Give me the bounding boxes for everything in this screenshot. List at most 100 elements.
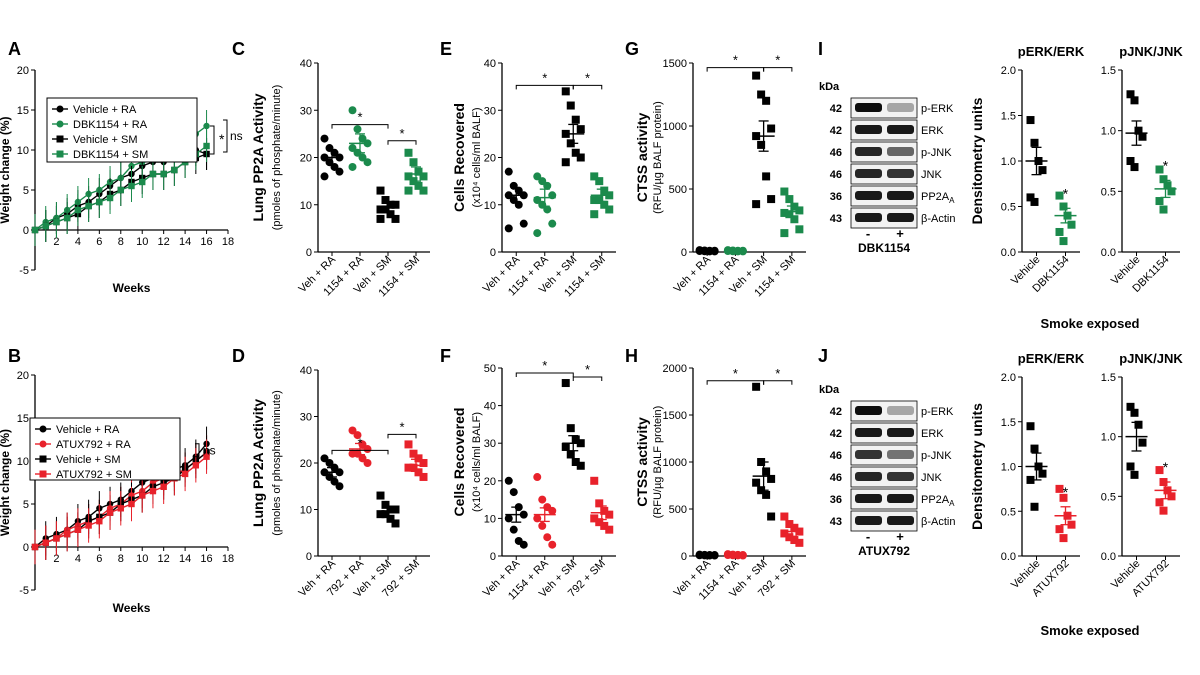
data-point (762, 490, 771, 499)
sig-star: * (733, 53, 738, 68)
x-tick-label: 2 (53, 553, 59, 565)
data-point (795, 206, 804, 215)
blot-band-vehicle (855, 213, 882, 222)
blot-band-treated (887, 494, 914, 503)
y-tick-label: 2.0 (1001, 372, 1016, 384)
data-point (780, 529, 789, 538)
y-tick-label: 500 (669, 504, 687, 516)
data-point (63, 530, 71, 538)
data-point (1138, 438, 1147, 447)
data-point (738, 551, 747, 560)
y-axis-label: (pmoles of phosphate/minute) (271, 390, 283, 536)
y-tick-label: 5 (23, 499, 29, 511)
sig-star: * (542, 70, 547, 85)
sig-star: * (1063, 484, 1069, 500)
data-point (376, 491, 385, 500)
ns-bracket (223, 119, 228, 153)
kda-label: 43 (830, 213, 842, 225)
y-tick-label: 1.0 (1101, 126, 1116, 138)
data-point (363, 158, 372, 167)
data-point (566, 450, 575, 459)
y-tick-label: 10 (484, 513, 496, 525)
data-point (1134, 420, 1143, 429)
blot-band-vehicle (855, 450, 882, 459)
data-point (1134, 126, 1143, 135)
y-tick-label: 0 (681, 551, 687, 563)
band-label: p-JNK (921, 147, 952, 159)
legend-label: Vehicle + RA (73, 104, 137, 116)
chart-title: pJNK/JNK (1119, 44, 1183, 59)
y-tick-label: 15 (17, 105, 29, 117)
data-point (320, 172, 329, 181)
x-tick-label: 10 (136, 236, 148, 248)
chart-title: pJNK/JNK (1119, 351, 1183, 366)
y-tick-label: 20 (484, 476, 496, 488)
data-point (504, 514, 513, 523)
data-point (85, 522, 92, 529)
data-point (381, 205, 390, 214)
y-tick-label: 10 (17, 145, 29, 157)
blot-band-vehicle (855, 494, 882, 503)
data-point (780, 229, 789, 238)
data-point (538, 521, 547, 530)
kda-label: 36 (830, 191, 842, 203)
data-point (1167, 187, 1176, 196)
data-point (419, 186, 428, 195)
kda-label: 42 (830, 428, 842, 440)
band-label: p-JNK (921, 450, 952, 462)
data-point (538, 495, 547, 504)
y-tick-label: 1.5 (1001, 111, 1016, 123)
data-point (795, 225, 804, 234)
data-point (785, 533, 794, 542)
x-tick-label: 12 (158, 553, 170, 565)
data-point (600, 521, 609, 530)
data-point (1026, 475, 1035, 484)
blot-band-vehicle (855, 406, 882, 415)
data-point (795, 538, 804, 547)
blot-band-treated (887, 472, 914, 481)
data-point (1155, 466, 1164, 475)
data-point (790, 536, 799, 545)
sig-star: * (733, 366, 738, 381)
data-point (504, 476, 513, 485)
data-point (160, 483, 167, 490)
data-point (780, 512, 789, 521)
y-axis-title: Cells Recovered (451, 103, 467, 212)
data-point (1059, 534, 1068, 543)
y-tick-label: 5 (23, 185, 29, 197)
x-tick-label: 2 (53, 236, 59, 248)
data-point (785, 520, 794, 529)
y-tick-label: 1.0 (1001, 156, 1016, 168)
legend-box (29, 417, 181, 481)
data-point (117, 505, 124, 512)
data-point (381, 510, 390, 519)
panel-letter-A: A (8, 39, 21, 59)
sig-star: * (542, 358, 547, 373)
legend-marker (56, 120, 64, 128)
data-point (1055, 484, 1064, 493)
data-point (376, 205, 385, 214)
y-tick-label: 1000 (663, 457, 687, 469)
data-point (590, 172, 599, 181)
data-point (790, 215, 799, 224)
lane-label: + (896, 529, 904, 544)
blot-band-treated (887, 103, 914, 112)
data-point (53, 535, 60, 542)
data-point (1067, 220, 1076, 229)
data-point (1026, 193, 1035, 202)
data-point (325, 459, 334, 467)
sig-bracket (706, 67, 765, 72)
legend-label: DBK1154 + RA (73, 119, 148, 131)
data-point (595, 518, 604, 527)
kda-label: 36 (830, 494, 842, 506)
data-point (96, 198, 103, 206)
data-point (1159, 506, 1168, 515)
data-point (571, 435, 580, 444)
sig-star: * (775, 366, 780, 381)
data-point (762, 172, 771, 181)
data-point (386, 505, 395, 514)
legend-label: ATUX792 + SM (56, 469, 132, 481)
data-point (74, 206, 82, 214)
panel-letter-C: C (232, 39, 245, 59)
